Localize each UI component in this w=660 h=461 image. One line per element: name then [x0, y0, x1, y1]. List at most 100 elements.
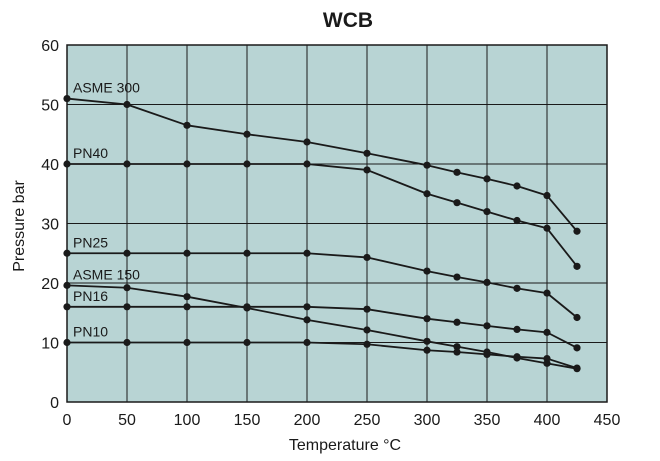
- x-axis-label: Temperature °C: [289, 437, 401, 454]
- point-asme-150: [303, 316, 311, 324]
- series-label-pn16: PN16: [73, 288, 108, 304]
- x-tick-label: 450: [594, 412, 621, 429]
- x-tick-label: 200: [294, 412, 321, 429]
- point-asme-300: [573, 227, 581, 235]
- point-pn40: [183, 160, 191, 168]
- y-tick-label: 60: [41, 38, 59, 55]
- series-label-asme-300: ASME 300: [73, 80, 140, 96]
- point-pn16: [573, 344, 581, 352]
- point-pn25: [423, 267, 431, 275]
- point-asme-150: [183, 293, 191, 301]
- point-pn40: [363, 166, 371, 174]
- x-tick-label: 400: [534, 412, 561, 429]
- point-asme-300: [243, 130, 251, 138]
- point-pn10: [423, 346, 431, 354]
- point-pn16: [483, 322, 491, 330]
- point-pn10: [573, 364, 581, 372]
- point-pn25: [513, 284, 521, 292]
- point-asme-300: [513, 182, 521, 190]
- grid: [66, 44, 608, 403]
- point-pn16: [543, 328, 551, 336]
- point-pn16: [183, 303, 191, 311]
- point-asme-300: [423, 161, 431, 169]
- chart-title: WCB: [323, 9, 373, 32]
- point-pn25: [573, 313, 581, 322]
- x-tick-label: 300: [414, 412, 441, 429]
- point-pn10: [123, 338, 131, 347]
- point-pn16: [123, 303, 131, 311]
- point-pn16: [63, 303, 71, 311]
- y-tick-label: 0: [50, 395, 59, 412]
- point-asme-150: [363, 326, 371, 334]
- point-pn40: [423, 190, 431, 198]
- point-pn40: [573, 262, 581, 270]
- plot-border: [66, 44, 608, 403]
- point-pn10: [483, 350, 491, 358]
- y-tick-label: 20: [41, 276, 59, 293]
- point-pn40: [543, 224, 551, 232]
- point-pn10: [243, 338, 251, 347]
- series-line-pn10: [67, 341, 578, 369]
- x-tick-label: 0: [63, 412, 72, 429]
- point-pn10: [183, 338, 191, 347]
- point-pn40: [63, 160, 71, 168]
- x-tick-label: 350: [474, 412, 501, 429]
- point-pn16: [303, 303, 311, 311]
- series-label-pn25: PN25: [73, 234, 108, 250]
- point-pn10: [543, 354, 551, 363]
- point-pn25: [363, 253, 371, 262]
- point-pn16: [363, 305, 371, 313]
- point-pn10: [453, 348, 461, 356]
- point-pn25: [63, 249, 71, 257]
- x-tick-label: 250: [354, 412, 381, 429]
- point-pn25: [123, 249, 131, 257]
- y-tick-label: 30: [41, 217, 59, 234]
- point-pn10: [363, 340, 371, 348]
- tick-labels: 0 50 100 150 200 250 300 350 400 450 0 10 20 30 40 50 60: [41, 38, 620, 429]
- series-markers: [63, 94, 581, 373]
- point-asme-150: [423, 337, 431, 345]
- point-pn40: [303, 160, 311, 168]
- point-pn25: [303, 249, 311, 257]
- point-asme-150: [123, 284, 131, 292]
- series-labels: ASME 300 PN40 PN25 ASME 150 PN16 PN10: [73, 80, 140, 340]
- point-pn25: [483, 278, 491, 287]
- series-lines: [66, 97, 578, 370]
- point-pn40: [243, 160, 251, 168]
- series-line-pn25: [67, 252, 578, 319]
- point-pn16: [513, 325, 521, 334]
- point-asme-300: [363, 149, 371, 157]
- point-pn40: [483, 208, 491, 216]
- point-asme-300: [303, 138, 311, 146]
- series-label-asme-150: ASME 150: [73, 266, 140, 282]
- point-pn10: [513, 353, 521, 361]
- point-pn25: [543, 289, 551, 297]
- x-tick-label: 50: [118, 412, 136, 429]
- point-pn10: [303, 338, 311, 347]
- series-line-pn16: [67, 305, 578, 349]
- x-tick-label: 150: [234, 412, 261, 429]
- point-asme-300: [483, 175, 491, 183]
- point-asme-300: [543, 191, 551, 200]
- series-label-pn40: PN40: [73, 145, 108, 161]
- point-pn10: [63, 338, 71, 347]
- point-asme-300: [183, 121, 191, 129]
- point-pn40: [453, 199, 461, 207]
- point-pn16: [243, 303, 251, 311]
- x-tick-label: 100: [174, 412, 201, 429]
- point-pn25: [453, 273, 461, 281]
- point-asme-150: [453, 343, 461, 351]
- point-pn16: [423, 315, 431, 323]
- series-line-pn40: [67, 163, 578, 267]
- y-tick-label: 50: [41, 98, 59, 115]
- point-pn40: [513, 216, 521, 225]
- y-tick-label: 10: [41, 336, 59, 353]
- point-pn40: [123, 160, 131, 168]
- point-asme-300: [453, 168, 461, 176]
- point-asme-300: [123, 100, 131, 109]
- y-tick-label: 40: [41, 157, 59, 174]
- point-pn25: [183, 249, 191, 257]
- series-label-pn10: PN10: [73, 324, 108, 340]
- y-axis-label: Pressure bar: [11, 180, 28, 272]
